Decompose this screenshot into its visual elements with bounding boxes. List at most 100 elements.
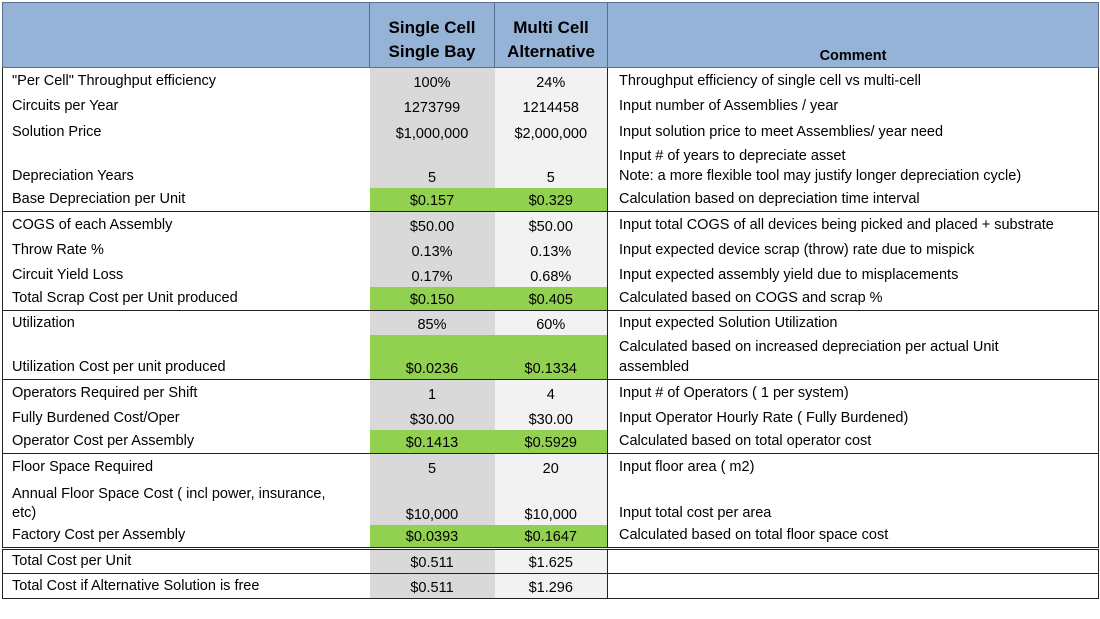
multi-cell-value: 1214458 (494, 92, 608, 118)
multi-cell-value: 4 (494, 379, 608, 405)
multi-cell-value: $0.329 (494, 187, 608, 212)
row-label: Throw Rate % (2, 236, 370, 262)
row-comment: Input number of Assemblies / year (607, 92, 1099, 118)
row-label: Total Scrap Cost per Unit produced (2, 286, 370, 311)
row-comment: Calculated based on total floor space co… (607, 524, 1099, 550)
single-cell-value: 85% (369, 310, 495, 335)
header-single-cell-line1: Single Cell (388, 18, 476, 37)
row-comment: Throughput efficiency of single cell vs … (607, 67, 1099, 93)
row-comment: Input # of Operators ( 1 per system) (607, 379, 1099, 405)
multi-cell-value: $1.296 (494, 573, 608, 599)
row-comment: Input total cost per area (607, 478, 1099, 525)
row-label: Floor Space Required (2, 453, 370, 479)
row-label: COGS of each Assembly (2, 211, 370, 237)
row-label: Operators Required per Shift (2, 379, 370, 405)
multi-cell-value: 60% (494, 310, 608, 335)
header-multi-cell-line1: Multi Cell (513, 18, 589, 37)
table-row: Utilization Cost per unit produced $0.023… (2, 334, 1099, 380)
row-comment: Input Operator Hourly Rate ( Fully Burde… (607, 404, 1099, 430)
row-comment: Input # of years to depreciate asset Note… (607, 143, 1099, 188)
multi-cell-value: 24% (494, 67, 608, 93)
header-single-cell: Single Cell Single Bay (369, 2, 495, 68)
multi-cell-value: $0.5929 (494, 429, 608, 454)
table-row: Circuits per Year 1273799 1214458 Input num… (2, 92, 1099, 118)
header-label-cell (2, 2, 370, 68)
row-comment: Input expected Solution Utilization (607, 310, 1099, 335)
table-row: Solution Price $1,000,000 $2,000,000 Input … (2, 117, 1099, 144)
table-row: Operator Cost per Assembly $0.1413 $0.5929… (2, 429, 1099, 454)
single-cell-value: $10,000 (369, 478, 495, 525)
single-cell-value: $0.511 (369, 573, 495, 599)
multi-cell-value: $2,000,000 (494, 117, 608, 144)
row-label: Total Cost if Alternative Solution is fr… (2, 573, 370, 599)
table-row: Fully Burdened Cost/Oper $30.00 $30.00 Inpu… (2, 404, 1099, 430)
row-comment: Input solution price to meet Assemblies/… (607, 117, 1099, 144)
row-label: Circuit Yield Loss (2, 261, 370, 287)
table-row: Base Depreciation per Unit $0.157 $0.329 Ca… (2, 187, 1099, 212)
single-cell-value: $0.0236 (369, 334, 495, 380)
single-cell-value: $0.150 (369, 286, 495, 311)
table-row: Circuit Yield Loss 0.17% 0.68% Input expect… (2, 261, 1099, 287)
row-comment: Calculation based on depreciation time i… (607, 187, 1099, 212)
multi-cell-value: 0.68% (494, 261, 608, 287)
row-comment: Input expected device scrap (throw) rate… (607, 236, 1099, 262)
multi-cell-value: $0.1647 (494, 524, 608, 550)
multi-cell-value: 20 (494, 453, 608, 479)
single-cell-value: 0.13% (369, 236, 495, 262)
table-row: Total Scrap Cost per Unit produced $0.150… (2, 286, 1099, 311)
single-cell-value: $30.00 (369, 404, 495, 430)
row-label: Solution Price (2, 117, 370, 144)
row-comment: Calculated based on COGS and scrap % (607, 286, 1099, 311)
row-label: Base Depreciation per Unit (2, 187, 370, 212)
single-cell-value: $0.511 (369, 548, 495, 574)
table-row: Floor Space Required 5 20 Input floor area … (2, 453, 1099, 479)
row-label: Annual Floor Space Cost ( incl power, in… (2, 478, 370, 525)
table-row: Depreciation Years 5 5 Input # of years to … (2, 143, 1099, 188)
multi-cell-value: $0.405 (494, 286, 608, 311)
header-row: Single Cell Single Bay Multi Cell Altern… (2, 2, 1099, 68)
table-row: Annual Floor Space Cost ( incl power, in… (2, 478, 1099, 525)
row-comment: Input floor area ( m2) (607, 453, 1099, 479)
multi-cell-value: 0.13% (494, 236, 608, 262)
single-cell-value: $0.0393 (369, 524, 495, 550)
row-label: Utilization Cost per unit produced (2, 334, 370, 380)
multi-cell-value: $1.625 (494, 548, 608, 574)
multi-cell-value: 5 (494, 143, 608, 188)
row-comment (607, 548, 1099, 574)
table-row: Throw Rate % 0.13% 0.13% Input expected dev… (2, 236, 1099, 262)
multi-cell-value: $30.00 (494, 404, 608, 430)
row-comment: Calculated based on increased depreciati… (607, 334, 1099, 380)
header-comment: Comment (607, 2, 1099, 68)
table-row: Operators Required per Shift 1 4 Input # of… (2, 379, 1099, 405)
single-cell-value: 5 (369, 453, 495, 479)
table-row: Factory Cost per Assembly $0.0393 $0.1647 C… (2, 524, 1099, 550)
row-comment (607, 573, 1099, 599)
row-comment: Calculated based on total operator cost (607, 429, 1099, 454)
row-label: Circuits per Year (2, 92, 370, 118)
single-cell-value: 0.17% (369, 261, 495, 287)
single-cell-value: $0.157 (369, 187, 495, 212)
row-label: Total Cost per Unit (2, 548, 370, 574)
single-cell-value: 1273799 (369, 92, 495, 118)
table-row: Total Cost per Unit $0.511 $1.625 (2, 548, 1099, 574)
single-cell-value: 5 (369, 143, 495, 188)
row-label: "Per Cell" Throughput efficiency (2, 67, 370, 93)
header-multi-cell: Multi Cell Alternative (494, 2, 608, 68)
row-comment: Input expected assembly yield due to mis… (607, 261, 1099, 287)
single-cell-value: 100% (369, 67, 495, 93)
row-label: Depreciation Years (2, 143, 370, 188)
header-multi-cell-line2: Alternative (507, 42, 595, 61)
single-cell-value: $50.00 (369, 211, 495, 237)
table-row: Total Cost if Alternative Solution is fr… (2, 573, 1099, 599)
row-label: Fully Burdened Cost/Oper (2, 404, 370, 430)
single-cell-value: $1,000,000 (369, 117, 495, 144)
multi-cell-value: $50.00 (494, 211, 608, 237)
row-comment: Input total COGS of all devices being pi… (607, 211, 1099, 237)
header-single-cell-line2: Single Bay (388, 42, 476, 61)
row-label: Factory Cost per Assembly (2, 524, 370, 550)
multi-cell-value: $10,000 (494, 478, 608, 525)
table-row: Utilization 85% 60% Input expected Solution… (2, 310, 1099, 335)
single-cell-value: 1 (369, 379, 495, 405)
cost-comparison-table: Single Cell Single Bay Multi Cell Altern… (2, 2, 1099, 599)
row-label: Operator Cost per Assembly (2, 429, 370, 454)
